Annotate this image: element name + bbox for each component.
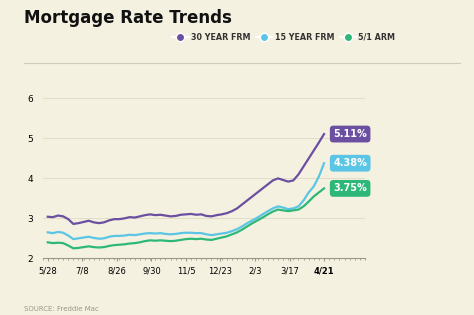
Text: 3.75%: 3.75% — [333, 183, 367, 193]
Legend: 30 YEAR FRM, 15 YEAR FRM, 5/1 ARM: 30 YEAR FRM, 15 YEAR FRM, 5/1 ARM — [169, 30, 399, 45]
Text: Mortgage Rate Trends: Mortgage Rate Trends — [24, 9, 232, 27]
Text: 5.11%: 5.11% — [333, 129, 367, 139]
Text: SOURCE: Freddie Mac: SOURCE: Freddie Mac — [24, 306, 99, 312]
Text: 4.38%: 4.38% — [333, 158, 367, 168]
